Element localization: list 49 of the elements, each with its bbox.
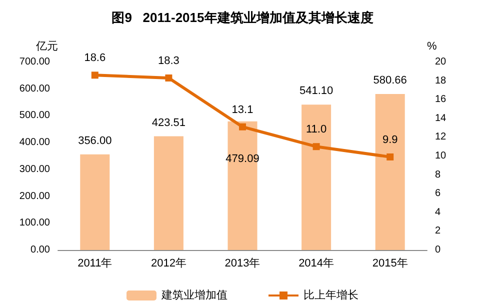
bar: [228, 121, 258, 250]
y2-tick-label: 20: [435, 56, 447, 68]
data-label: 11.0: [306, 124, 327, 136]
y-tick-label: 300.00: [19, 164, 50, 175]
y-tick-label: 100.00: [19, 218, 50, 229]
y2-tick-label: 0: [435, 244, 441, 256]
y2-tick-label: 4: [435, 206, 441, 218]
data-label: 18.3: [158, 54, 180, 67]
data-label: 541.10: [299, 85, 334, 98]
bar: [302, 104, 332, 250]
y-tick-label: 700.00: [19, 56, 50, 68]
x-tick-label: 2015年: [372, 258, 408, 270]
y2-tick-label: 18: [435, 75, 447, 86]
y2-tick-label: 14: [435, 112, 447, 124]
data-label: 356.00: [78, 134, 112, 147]
point: [312, 143, 320, 150]
y2-tick-label: 6: [435, 188, 441, 200]
data-label: 9.9: [382, 134, 398, 146]
y-tick-label: 0.00: [30, 244, 50, 256]
y-tick-label: 400.00: [19, 137, 50, 148]
data-label: 18.6: [84, 52, 106, 64]
y-tick-label: 200.00: [19, 190, 50, 202]
x-tick-label: 2011年: [78, 258, 112, 270]
data-label: 423.51: [152, 116, 186, 129]
point: [239, 123, 246, 130]
y2-axis-title: %: [427, 40, 437, 52]
data-label: 13.1: [232, 104, 254, 116]
bar: [80, 154, 110, 250]
point: [165, 74, 172, 82]
data-label: 479.09: [226, 152, 260, 165]
y-axis-title: 亿元: [35, 40, 58, 52]
y-tick-label: 600.00: [19, 83, 50, 94]
x-tick-label: 2012年: [150, 258, 186, 270]
legend-label: 建筑业增加值: [160, 288, 228, 302]
y-tick-label: 500.00: [19, 110, 50, 122]
y2-tick-label: 2: [435, 226, 441, 237]
legend-label: 比上年增长: [304, 288, 358, 302]
data-label: 580.66: [373, 74, 407, 87]
x-tick-label: 2014年: [298, 258, 334, 270]
bar: [154, 136, 184, 250]
point: [91, 72, 98, 79]
y2-tick-label: 10: [435, 150, 447, 162]
y2-tick-label: 12: [435, 132, 447, 143]
y2-tick-label: 16: [435, 94, 447, 106]
x-tick-label: 2013年: [224, 258, 260, 270]
chart-title: 图9 2011-2015年建筑业增加值及其增长速度: [112, 10, 374, 25]
bar: [375, 94, 405, 250]
point: [386, 153, 394, 160]
y2-tick-label: 8: [435, 169, 441, 180]
